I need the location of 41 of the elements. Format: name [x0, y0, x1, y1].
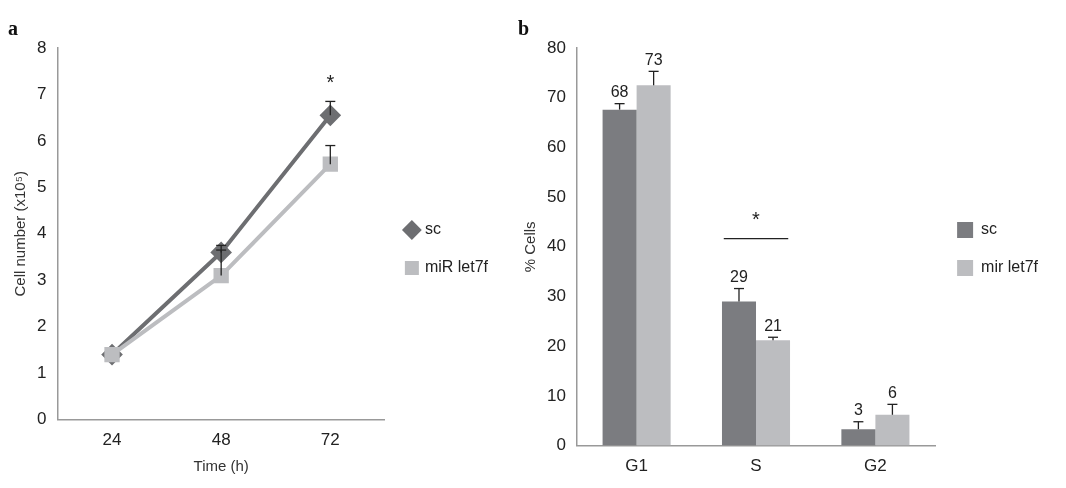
y-tick-label: 6	[36, 130, 47, 150]
y-tick-label: 5	[36, 177, 47, 197]
chart-title: a	[8, 17, 18, 40]
x-tick-label: G1	[625, 456, 648, 476]
x-axis-title: Time (h)	[193, 457, 249, 475]
data-label: 6	[887, 383, 897, 401]
chart-title: b	[518, 17, 530, 40]
y-tick-label: 10	[546, 385, 566, 405]
y-tick-label: 2	[36, 316, 47, 336]
y-tick-label: 0	[556, 435, 566, 455]
legend-label: sc	[981, 220, 998, 238]
legend-label: mir let7f	[981, 258, 1039, 276]
y-tick-label: 60	[546, 137, 566, 157]
x-tick-label: S	[750, 456, 762, 476]
annotation: *	[752, 208, 761, 231]
x-tick-label: G2	[864, 456, 887, 476]
y-tick-label: 20	[546, 335, 566, 355]
data-label: 68	[610, 83, 629, 101]
legend-label: miR let7f	[424, 258, 489, 276]
data-label: 21	[764, 316, 783, 334]
x-tick-label: 48	[211, 430, 231, 450]
data-label: 73	[644, 50, 663, 68]
y-tick-label: 50	[546, 186, 566, 206]
y-axis-title: Cell number (x10⁵)	[11, 171, 29, 297]
y-tick-label: 8	[36, 37, 47, 57]
y-tick-label: 4	[36, 223, 47, 243]
data-label: 3	[853, 401, 863, 419]
y-tick-label: 1	[36, 362, 47, 382]
y-tick-label: 3	[36, 269, 47, 289]
legend-label: sc	[424, 220, 441, 238]
y-axis-title: % Cells	[521, 221, 539, 273]
y-tick-label: 7	[36, 84, 47, 104]
y-tick-label: 70	[546, 87, 566, 107]
x-tick-label: 24	[102, 430, 122, 450]
y-tick-label: 80	[546, 37, 566, 57]
y-tick-label: 30	[546, 286, 566, 306]
y-tick-label: 40	[546, 236, 566, 256]
annotation: *	[326, 70, 335, 93]
x-tick-label: 72	[320, 430, 340, 450]
data-label: 29	[730, 267, 748, 285]
y-tick-label: 0	[36, 409, 47, 429]
